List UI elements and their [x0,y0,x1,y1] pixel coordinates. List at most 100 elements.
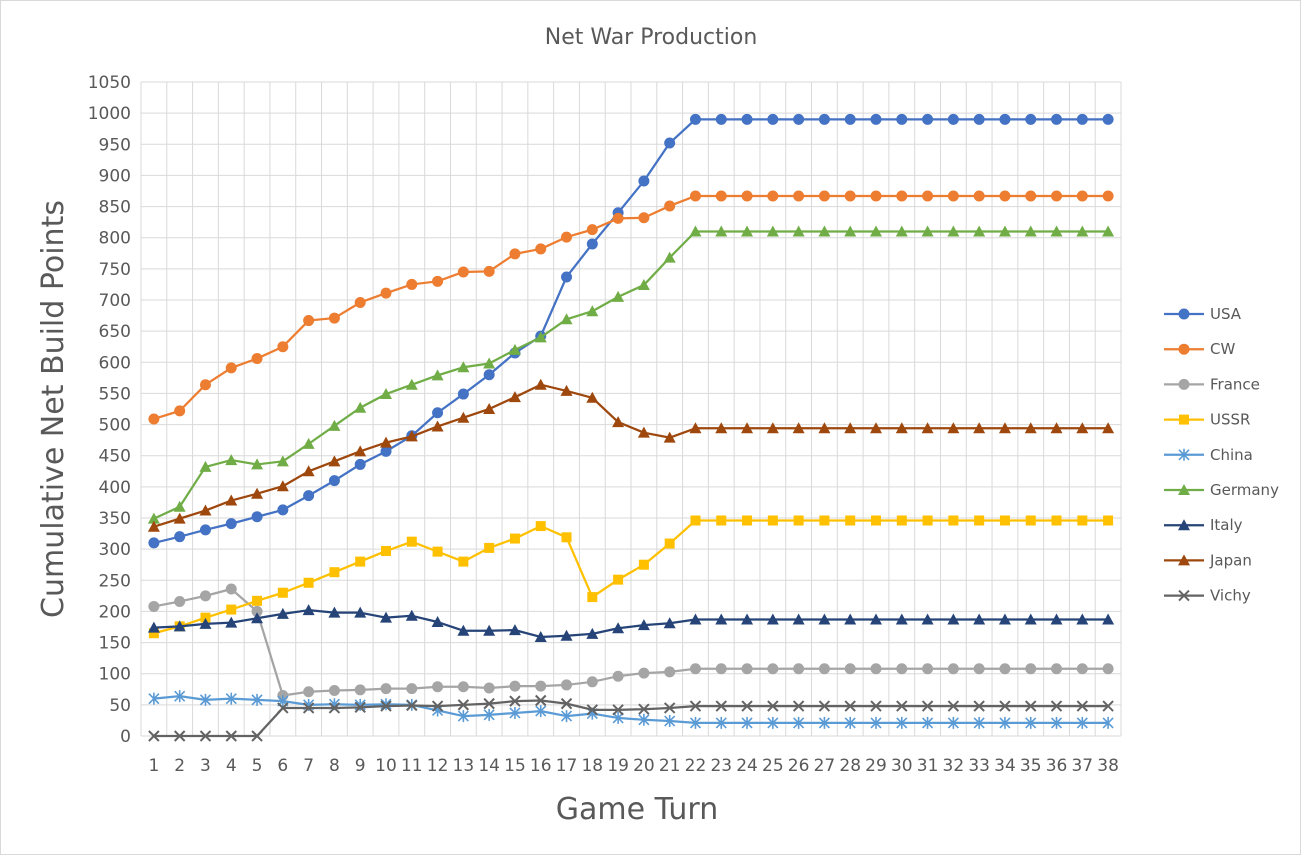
data-point-ussr [148,628,159,639]
data-point-usa [354,458,366,470]
data-point-cw [818,190,830,202]
data-point-germany [998,225,1011,237]
data-point-cw [1076,190,1088,202]
data-point-usa [225,518,237,530]
x-axis-ticks: 1 2 3 4 5 6 7 8 9 10 11 12 13 14 15 16 17 18 19 20 21 22 23 24 2… [148,756,1118,776]
legend-label-italy: Italy [1210,516,1243,534]
data-point-japan [921,422,934,434]
data-point-japan [276,480,289,492]
x-tick-label: 4 [226,756,237,776]
series-cw [148,190,1114,425]
data-point-japan [766,422,779,434]
data-point-china [999,716,1011,729]
data-point-cw [509,248,521,260]
x-tick-label: 37 [1071,756,1093,776]
legend-marker-france [1178,378,1190,390]
data-point-italy [870,613,882,625]
data-point-france [638,667,650,679]
data-point-france [664,666,676,678]
x-tick-label: 30 [891,756,913,776]
data-point-usa [1025,113,1037,125]
data-point-cw [199,379,211,391]
data-point-cw [715,190,727,202]
legend-label-ussr: USSR [1210,411,1250,429]
data-point-germany [534,331,547,343]
data-point-italy [689,613,702,625]
data-point-ussr [381,546,391,557]
data-point-japan [483,403,496,414]
data-point-vichy [302,702,315,714]
data-point-france [1076,663,1088,675]
data-point-japan [431,420,444,432]
data-point-cw [277,341,289,353]
data-point-vichy [251,730,263,742]
data-point-germany [483,357,496,369]
x-tick-label: 25 [762,756,784,776]
series-ussr [148,515,1114,639]
data-point-cw [328,312,340,324]
data-point-china [1025,716,1037,729]
data-point-cw [406,278,418,290]
data-point-usa [1076,113,1088,125]
x-tick-label: 12 [427,756,449,776]
data-point-china [148,692,160,705]
y-tick-label: 800 [99,229,131,249]
legend-label-vichy: Vichy [1210,587,1251,605]
data-point-usa [277,504,289,516]
x-tick-label: 27 [814,756,836,776]
data-point-cw [741,190,753,202]
y-tick-label: 650 [99,322,131,342]
data-point-ussr [638,559,649,570]
data-point-china [225,692,237,705]
data-point-japan [380,436,392,448]
data-point-vichy [1050,700,1063,712]
data-point-ussr [819,515,830,526]
data-point-germany [637,279,650,291]
data-point-italy [586,627,599,639]
legend-item-usa: USA [1164,305,1242,323]
x-tick-label: 1 [148,756,159,776]
legend-label-france: France [1210,375,1260,393]
x-tick-label: 36 [1046,756,1068,776]
data-point-china [199,693,212,706]
data-point-japan [870,422,882,434]
y-tick-label: 500 [99,416,131,436]
data-point-germany [663,251,676,263]
data-point-germany [328,419,341,431]
x-tick-label: 8 [329,756,340,776]
data-point-vichy [509,695,521,707]
data-point-ussr [587,592,598,603]
series-line-italy [153,609,1109,639]
data-point-germany [380,388,392,400]
data-point-china [560,710,573,723]
data-point-ussr [535,521,546,532]
data-point-japan [251,487,264,499]
x-tick-label: 22 [685,756,707,776]
data-point-ussr [226,604,237,615]
data-point-ussr [200,612,211,623]
data-point-cw [1102,190,1114,202]
y-tick-label: 250 [99,571,131,591]
data-point-usa [1051,113,1063,125]
data-point-ussr [948,515,959,526]
data-point-usa [947,113,959,125]
legend-item-germany: Germany [1164,481,1279,499]
legend-marker-usa [1178,308,1190,320]
data-point-china [457,710,469,723]
data-point-vichy [586,704,599,716]
data-point-japan [560,384,573,396]
data-point-vichy [406,699,418,712]
data-point-vichy [999,700,1011,712]
data-point-germany [1102,225,1115,237]
data-point-vichy [199,730,212,742]
data-point-france [225,583,237,595]
x-tick-label: 24 [736,756,758,776]
legend-marker-cw [1178,343,1190,355]
data-point-italy [328,606,341,618]
data-point-ussr [277,587,288,598]
data-point-germany [1024,225,1037,237]
data-point-usa [457,388,469,400]
data-point-ussr [716,515,727,526]
data-point-italy [560,629,573,641]
data-point-france [483,682,495,694]
